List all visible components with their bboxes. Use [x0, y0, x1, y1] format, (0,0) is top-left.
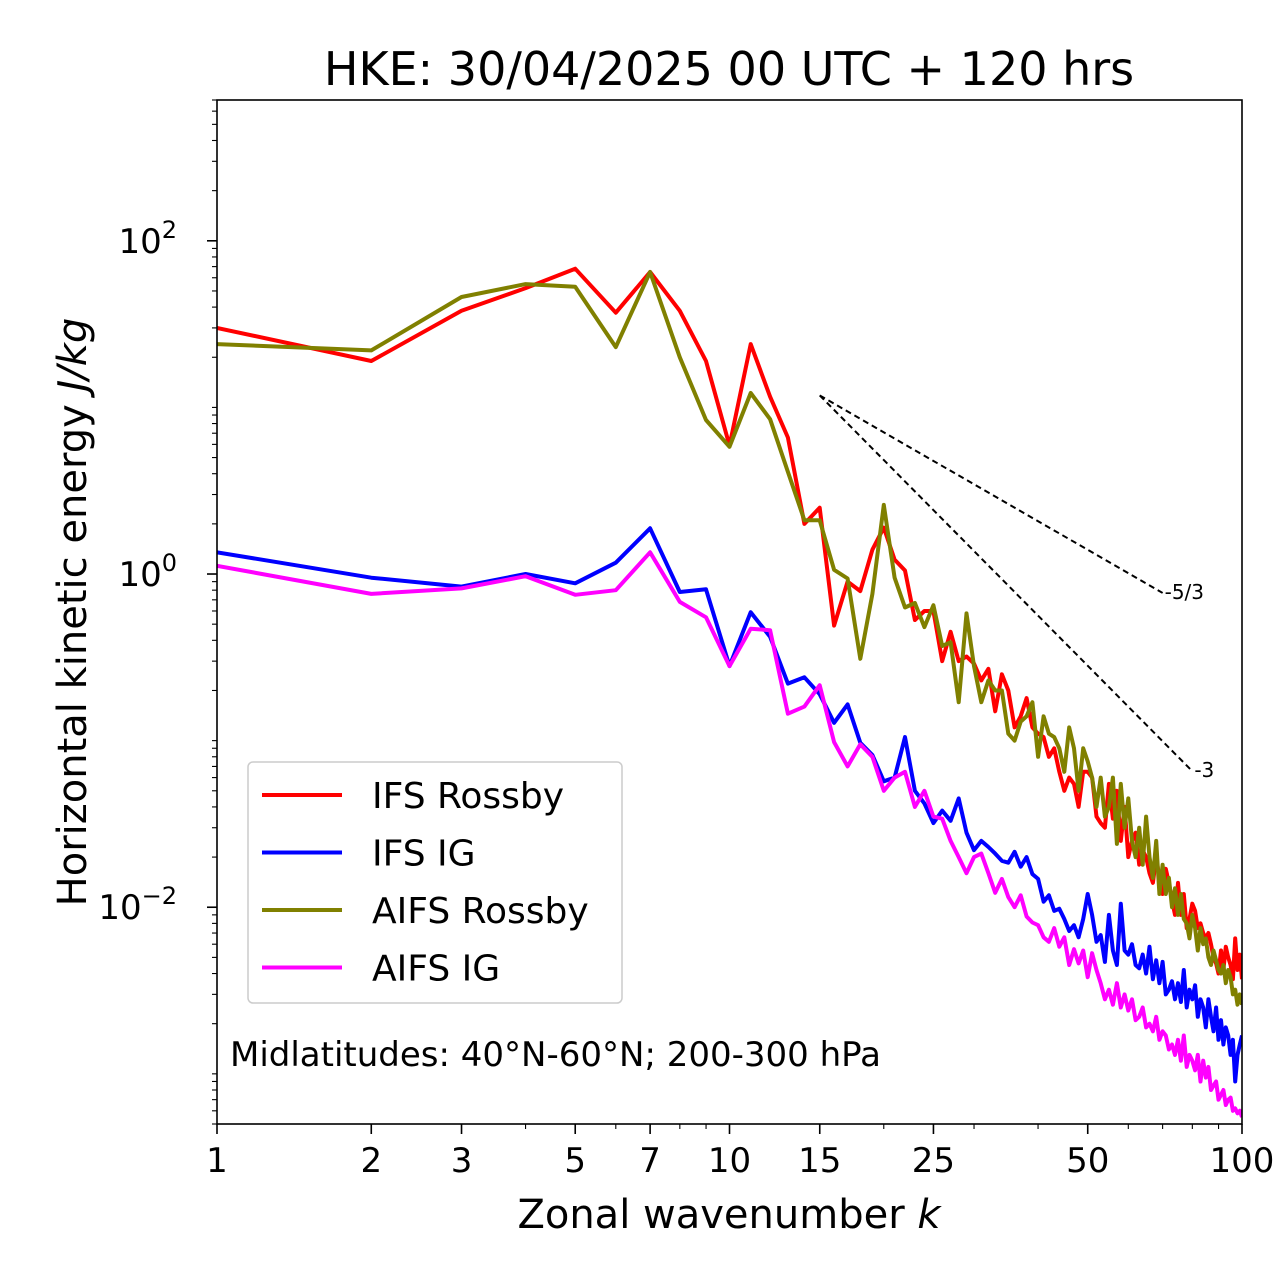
legend-label: AIFS Rossby: [372, 891, 589, 932]
x-tick-label: 2: [360, 1141, 382, 1181]
x-tick-label: 15: [798, 1141, 841, 1181]
y-tick-label: 10−2: [98, 882, 177, 928]
x-tick-label: 100: [1210, 1141, 1275, 1181]
y-tick-label: 102: [118, 216, 177, 262]
legend: IFS Rossby IFS IG AIFS Rossby AIFS IG: [247, 761, 623, 1004]
x-tick-label: 5: [564, 1141, 586, 1181]
series-line-aifs-ig: [217, 550, 1242, 1118]
chart-title: HKE: 30/04/2025 00 UTC + 120 hrs: [324, 42, 1134, 96]
legend-label: IFS IG: [372, 834, 476, 875]
legend-box: [247, 761, 623, 1004]
y-axis-label-unit: J/kg: [50, 318, 96, 399]
legend-label: AIFS IG: [372, 949, 500, 990]
reference-slope-line: [819, 394, 1164, 594]
x-tick-label: 10: [708, 1141, 751, 1181]
series-line-aifs-rossby: [217, 270, 1242, 1007]
x-tick-label: 25: [912, 1141, 955, 1181]
reference-slope-label: -3: [1194, 758, 1214, 782]
y-axis-label: Horizontal kinetic energy J/kg: [50, 318, 96, 907]
reference-slope-line: [819, 394, 1194, 772]
x-axis-label: Zonal wavenumber k: [517, 1192, 942, 1238]
series-line-ifs-ig: [217, 526, 1242, 1084]
legend-label: IFS Rossby: [372, 776, 564, 817]
x-axis-label-text: Zonal wavenumber: [517, 1192, 905, 1238]
x-axis-label-var: k: [917, 1192, 942, 1238]
series-layer: [217, 266, 1242, 1118]
major-ticks: [207, 240, 1243, 1134]
y-tick-label: 100: [118, 549, 177, 595]
reference-slope-label: -5/3: [1165, 580, 1204, 604]
minor-ticks: [212, 99, 1220, 1129]
y-axis-label-text: Horizontal kinetic energy: [50, 404, 96, 906]
x-tick-labels: 1 2 3 5 7 10 15 25 50 100: [206, 1141, 1274, 1181]
y-tick-labels: 102 100 10−2: [98, 216, 177, 928]
x-tick-label: 7: [639, 1141, 661, 1181]
x-tick-label: 3: [451, 1141, 473, 1181]
reference-slopes: -5/3 -3: [819, 394, 1214, 782]
x-tick-label: 50: [1066, 1141, 1109, 1181]
x-tick-label: 1: [206, 1141, 228, 1181]
plot-frame: [216, 99, 1243, 1125]
region-annotation: Midlatitudes: 40°N-60°N; 200-300 hPa: [230, 1035, 881, 1075]
